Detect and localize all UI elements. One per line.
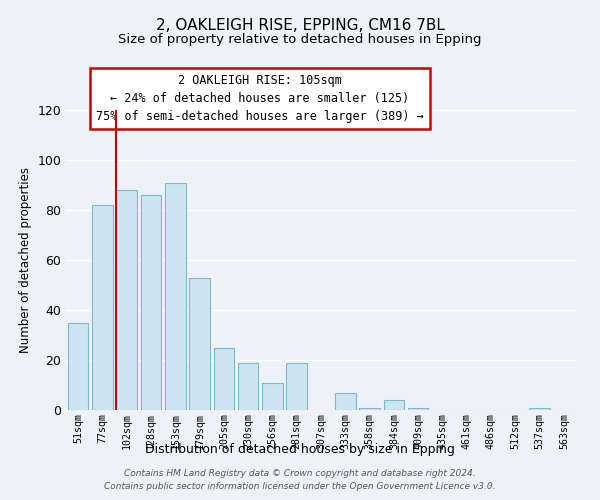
Bar bbox=[238, 362, 259, 410]
Text: Contains HM Land Registry data © Crown copyright and database right 2024.: Contains HM Land Registry data © Crown c… bbox=[124, 468, 476, 477]
Text: Size of property relative to detached houses in Epping: Size of property relative to detached ho… bbox=[118, 32, 482, 46]
Bar bbox=[408, 408, 428, 410]
Text: Contains public sector information licensed under the Open Government Licence v3: Contains public sector information licen… bbox=[104, 482, 496, 491]
Bar bbox=[165, 182, 185, 410]
Bar bbox=[286, 362, 307, 410]
Bar bbox=[529, 408, 550, 410]
Bar bbox=[214, 348, 234, 410]
Bar bbox=[92, 205, 113, 410]
Bar bbox=[359, 408, 380, 410]
Bar bbox=[189, 278, 210, 410]
Bar bbox=[68, 322, 88, 410]
Text: Distribution of detached houses by size in Epping: Distribution of detached houses by size … bbox=[145, 442, 455, 456]
Bar bbox=[116, 190, 137, 410]
Text: 2 OAKLEIGH RISE: 105sqm
← 24% of detached houses are smaller (125)
75% of semi-d: 2 OAKLEIGH RISE: 105sqm ← 24% of detache… bbox=[96, 74, 424, 123]
Y-axis label: Number of detached properties: Number of detached properties bbox=[19, 167, 32, 353]
Bar bbox=[383, 400, 404, 410]
Bar bbox=[140, 195, 161, 410]
Text: 2, OAKLEIGH RISE, EPPING, CM16 7BL: 2, OAKLEIGH RISE, EPPING, CM16 7BL bbox=[155, 18, 445, 32]
Bar bbox=[335, 392, 356, 410]
Bar bbox=[262, 382, 283, 410]
